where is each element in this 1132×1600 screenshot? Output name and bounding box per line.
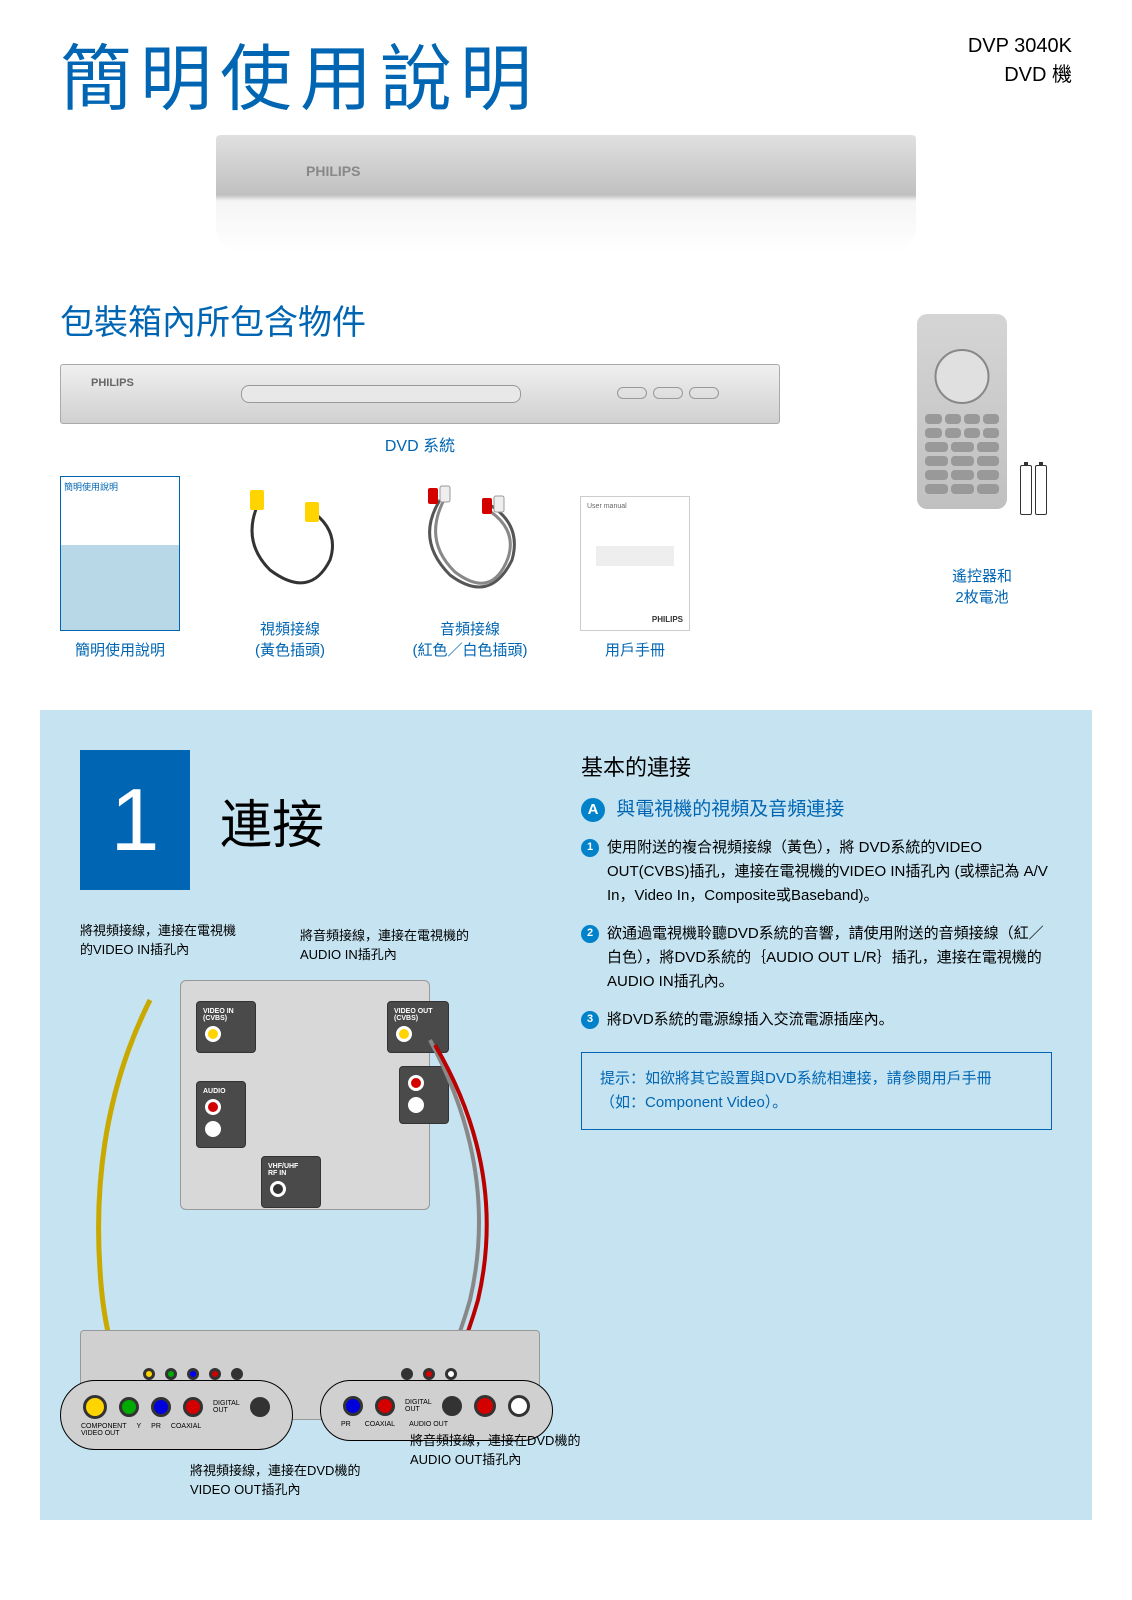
product-type: DVD 機 <box>968 58 1072 87</box>
section-label: 連接 <box>220 783 324 858</box>
step-2: 2 欲通過電視機聆聽DVD系統的音響，請使用附送的音頻接線（紅／白色），將DVD… <box>581 922 1052 994</box>
item-audio-cable-label2: (紅色／白色插頭) <box>400 639 540 660</box>
remote-image <box>917 314 1007 509</box>
remote-group: 遙控器和 2枚電池 <box>892 314 1072 607</box>
note-audio-dvd: 將音頻接線，連接在DVD機的AUDIO OUT插孔內 <box>410 1430 590 1468</box>
item-qsg: 簡明使用說明 簡明使用說明 <box>60 476 180 660</box>
section-a-title: 與電視機的視頻及音頻連接 <box>616 799 844 820</box>
connect-right: 基本的連接 A 與電視機的視頻及音頻連接 1 使用附送的複合視頻接線（黃色），將… <box>581 750 1052 1480</box>
section-a-row: A 與電視機的視頻及音頻連接 <box>581 794 1052 822</box>
port-coaxial-r: COAXIAL <box>365 1421 395 1428</box>
step-3-text: 將DVD系統的電源線插入交流電源插座內。 <box>607 1008 894 1032</box>
connection-diagram: 將視頻接線，連接在電視機的VIDEO IN插孔內 將音頻接線，連接在電視機的AU… <box>80 920 540 1480</box>
note-video-dvd: 將視頻接線，連接在DVD機的VIDEO OUT插孔內 <box>190 1460 370 1498</box>
qsg-thumb-image: 簡明使用說明 <box>60 476 180 631</box>
section-letter-badge: A <box>581 798 605 822</box>
step-2-text: 欲通過電視機聆聽DVD系統的音響，請使用附送的音頻接線（紅／白色），將DVD系統… <box>607 922 1052 994</box>
port-pr-r: PR <box>341 1421 351 1428</box>
section-number: 1 <box>80 750 190 890</box>
step-1-text: 使用附送的複合視頻接線（黃色），將 DVD系統的VIDEO OUT(CVBS)插… <box>607 836 1052 908</box>
connect-panel: 1 連接 將視頻接線，連接在電視機的VIDEO IN插孔內 將音頻接線，連接在電… <box>40 710 1092 1520</box>
page: 簡明使用說明 DVP 3040K DVD 機 包裝箱內所包含物件 DVD 系統 <box>0 0 1132 1520</box>
port-coaxial-l: COAXIAL <box>171 1423 201 1437</box>
dvd-system-label: DVD 系統 <box>60 432 780 456</box>
manual-thumb-image: User manual <box>580 496 690 631</box>
item-video-cable-label1: 視頻接線 <box>220 618 360 639</box>
item-audio-cable-label1: 音頻接線 <box>400 618 540 639</box>
step-1-badge: 1 <box>581 839 599 857</box>
box-contents-grid: DVD 系統 遙控器和 <box>0 354 1132 690</box>
dvd-system-image <box>60 364 780 424</box>
hint-box: 提示：如欲將其它設置與DVD系統相連接，請參閱用戶手冊（如：Component … <box>581 1052 1052 1130</box>
audio-cable-image <box>400 480 540 610</box>
port-component: COMPONENT VIDEO OUT <box>81 1423 127 1437</box>
model-info: DVP 3040K DVD 機 <box>968 20 1072 87</box>
port-digital-out-r: DIGITAL OUT <box>405 1399 432 1413</box>
item-video-cable-label2: (黃色插頭) <box>220 639 360 660</box>
remote-label: 遙控器和 2枚電池 <box>892 565 1072 607</box>
dvd-zoom-left: DIGITAL OUT COMPONENT VIDEO OUT Y PR COA… <box>60 1380 293 1450</box>
item-manual: User manual 用戶手冊 <box>580 496 690 660</box>
port-pr: PR <box>151 1423 161 1437</box>
port-y: Y <box>137 1423 142 1437</box>
product-hero-image <box>216 135 916 255</box>
item-video-cable: 視頻接線 (黃色插頭) <box>220 480 360 660</box>
step-3-badge: 3 <box>581 1011 599 1029</box>
item-audio-cable: 音頻接線 (紅色／白色插頭) <box>400 480 540 660</box>
item-manual-label: 用戶手冊 <box>580 639 690 660</box>
section-number-box: 1 連接 <box>80 750 551 890</box>
connect-subtitle: 基本的連接 <box>581 750 1052 782</box>
port-digital-out-l: DIGITAL OUT <box>213 1400 240 1414</box>
model-number: DVP 3040K <box>968 35 1072 58</box>
main-title: 簡明使用說明 <box>60 20 540 125</box>
item-qsg-label: 簡明使用說明 <box>60 639 180 660</box>
batteries-image <box>1020 465 1047 515</box>
header: 簡明使用說明 DVP 3040K DVD 機 <box>0 0 1132 125</box>
step-3: 3 將DVD系統的電源線插入交流電源插座內。 <box>581 1008 1052 1032</box>
port-audio-out: AUDIO OUT <box>409 1421 448 1428</box>
connect-left: 1 連接 將視頻接線，連接在電視機的VIDEO IN插孔內 將音頻接線，連接在電… <box>80 750 551 1480</box>
step-1: 1 使用附送的複合視頻接線（黃色），將 DVD系統的VIDEO OUT(CVBS… <box>581 836 1052 908</box>
step-2-badge: 2 <box>581 925 599 943</box>
video-cable-image <box>220 480 360 610</box>
